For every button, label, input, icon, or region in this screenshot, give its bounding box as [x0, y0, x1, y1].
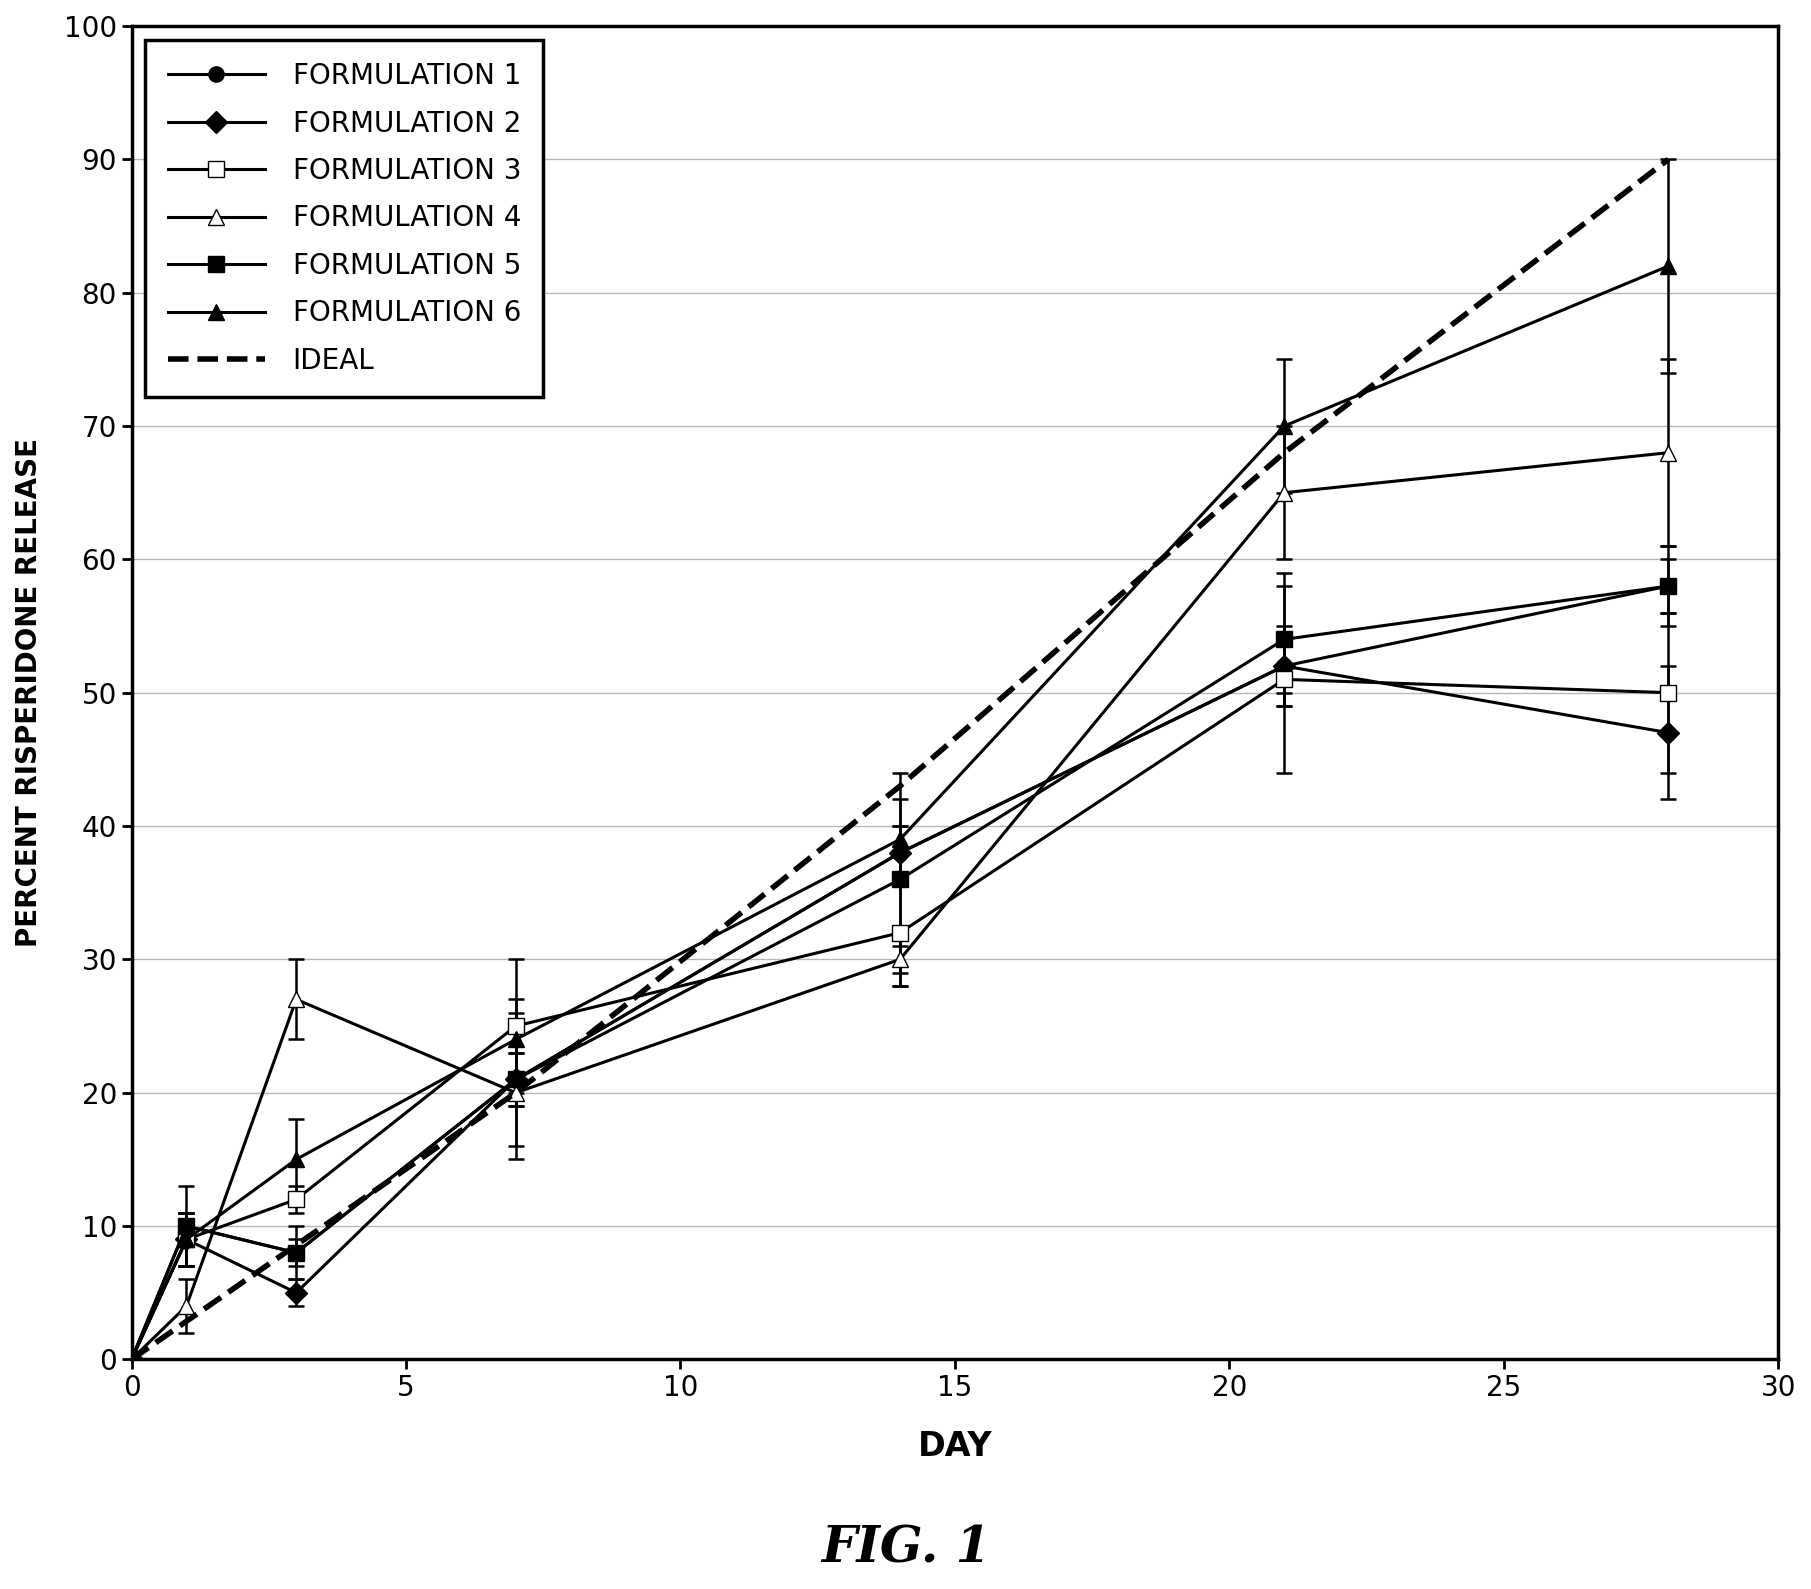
- Line: IDEAL: IDEAL: [132, 159, 1668, 1360]
- X-axis label: DAY: DAY: [918, 1430, 992, 1463]
- IDEAL: [889, 777, 911, 796]
- Legend: FORMULATION 1, FORMULATION 2, FORMULATION 3, FORMULATION 4, FORMULATION 5, FORMU: FORMULATION 1, FORMULATION 2, FORMULATIO…: [145, 40, 543, 397]
- Text: FIG. 1: FIG. 1: [820, 1525, 991, 1573]
- IDEAL: [505, 1084, 527, 1103]
- Y-axis label: PERCENT RISPERIDONE RELEASE: PERCENT RISPERIDONE RELEASE: [14, 439, 43, 947]
- IDEAL: [121, 1351, 143, 1370]
- IDEAL: [1657, 149, 1679, 168]
- IDEAL: [1273, 443, 1295, 462]
